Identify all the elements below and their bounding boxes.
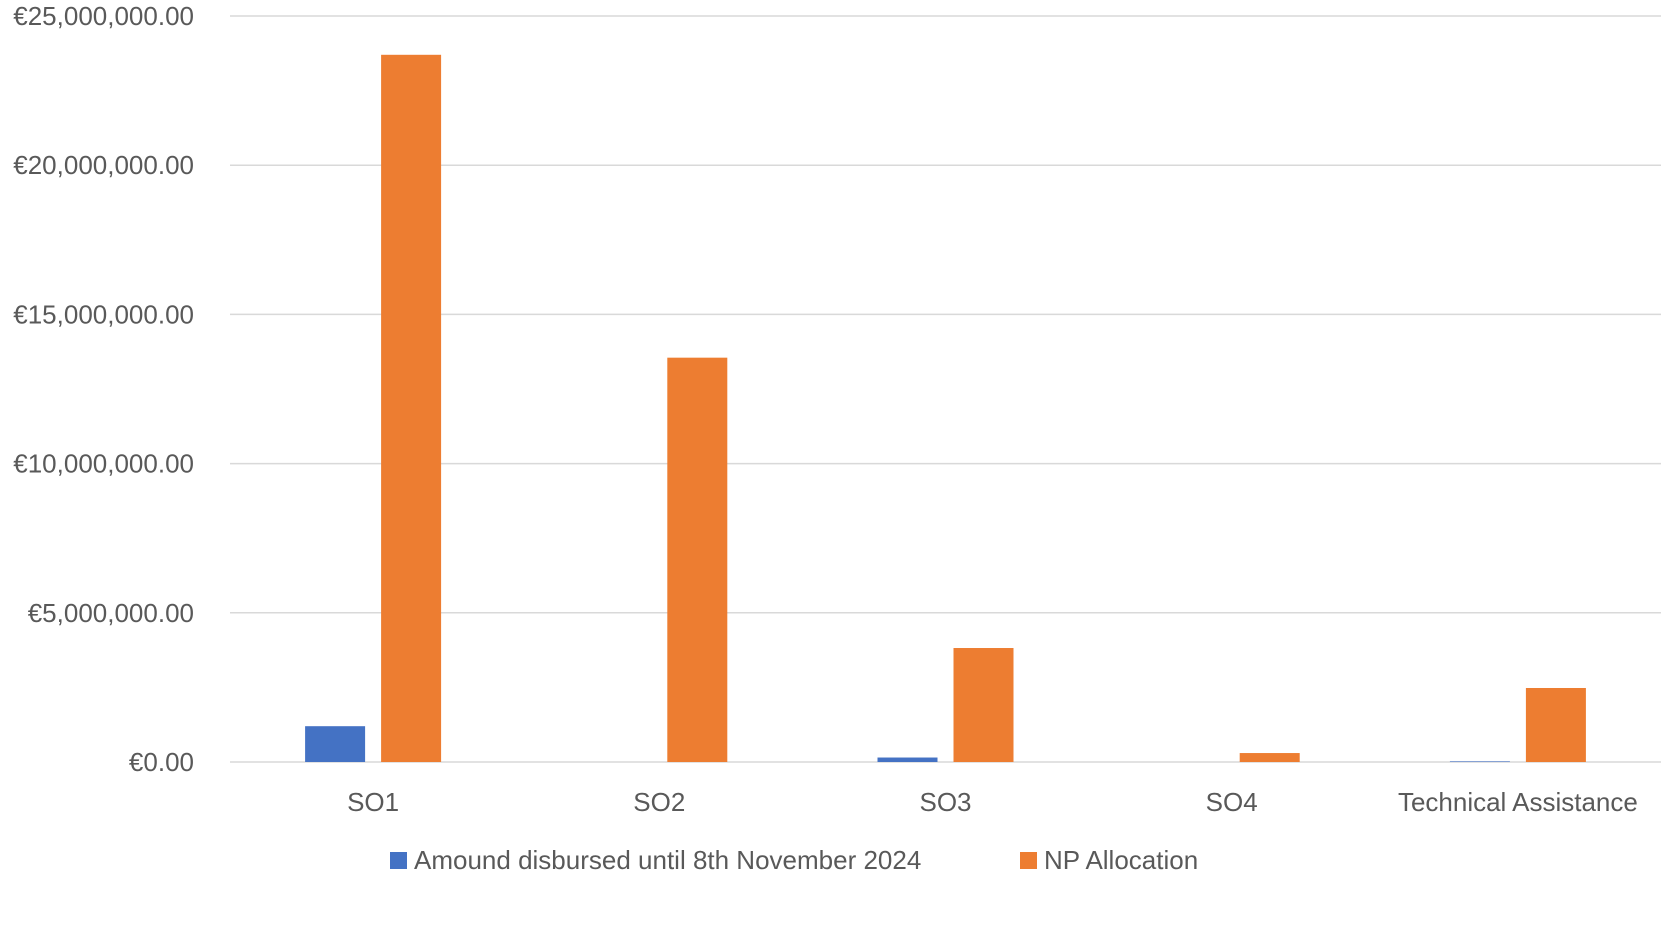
bar-disbursed-0 (305, 726, 366, 762)
x-tick-label: SO3 (919, 787, 971, 817)
bar-np-allocation-1 (667, 357, 728, 762)
legend: Amound disbursed until 8th November 2024… (390, 845, 1198, 875)
y-axis: €0.00 €5,000,000.00 €10,000,000.00 €15,000,… (13, 1, 194, 777)
y-tick-label: €0.00 (129, 747, 194, 777)
x-tick-label: Technical Assistance (1398, 787, 1638, 817)
y-tick-label: €20,000,000.00 (13, 150, 194, 180)
y-tick-label: €25,000,000.00 (13, 1, 194, 31)
y-tick-label: €10,000,000.00 (13, 449, 194, 479)
x-tick-label: SO2 (633, 787, 685, 817)
bar-disbursed-2 (877, 757, 938, 762)
legend-label: Amound disbursed until 8th November 2024 (414, 845, 921, 875)
bars (305, 54, 1586, 763)
legend-swatch (390, 852, 407, 869)
x-tick-label: SO4 (1206, 787, 1258, 817)
bar-np-allocation-3 (1239, 753, 1300, 762)
x-axis: SO1 SO2 SO3 SO4 Technical Assistance (347, 787, 1638, 817)
bar-np-allocation-2 (953, 648, 1014, 762)
y-tick-label: €5,000,000.00 (28, 598, 194, 628)
bar-disbursed-4 (1449, 761, 1510, 762)
y-tick-label: €15,000,000.00 (13, 299, 194, 329)
bar-np-allocation-0 (381, 54, 442, 763)
legend-swatch (1020, 852, 1037, 869)
x-tick-label: SO1 (347, 787, 399, 817)
legend-label: NP Allocation (1044, 845, 1198, 875)
gridlines (230, 15, 1661, 763)
bar-np-allocation-4 (1525, 687, 1586, 762)
